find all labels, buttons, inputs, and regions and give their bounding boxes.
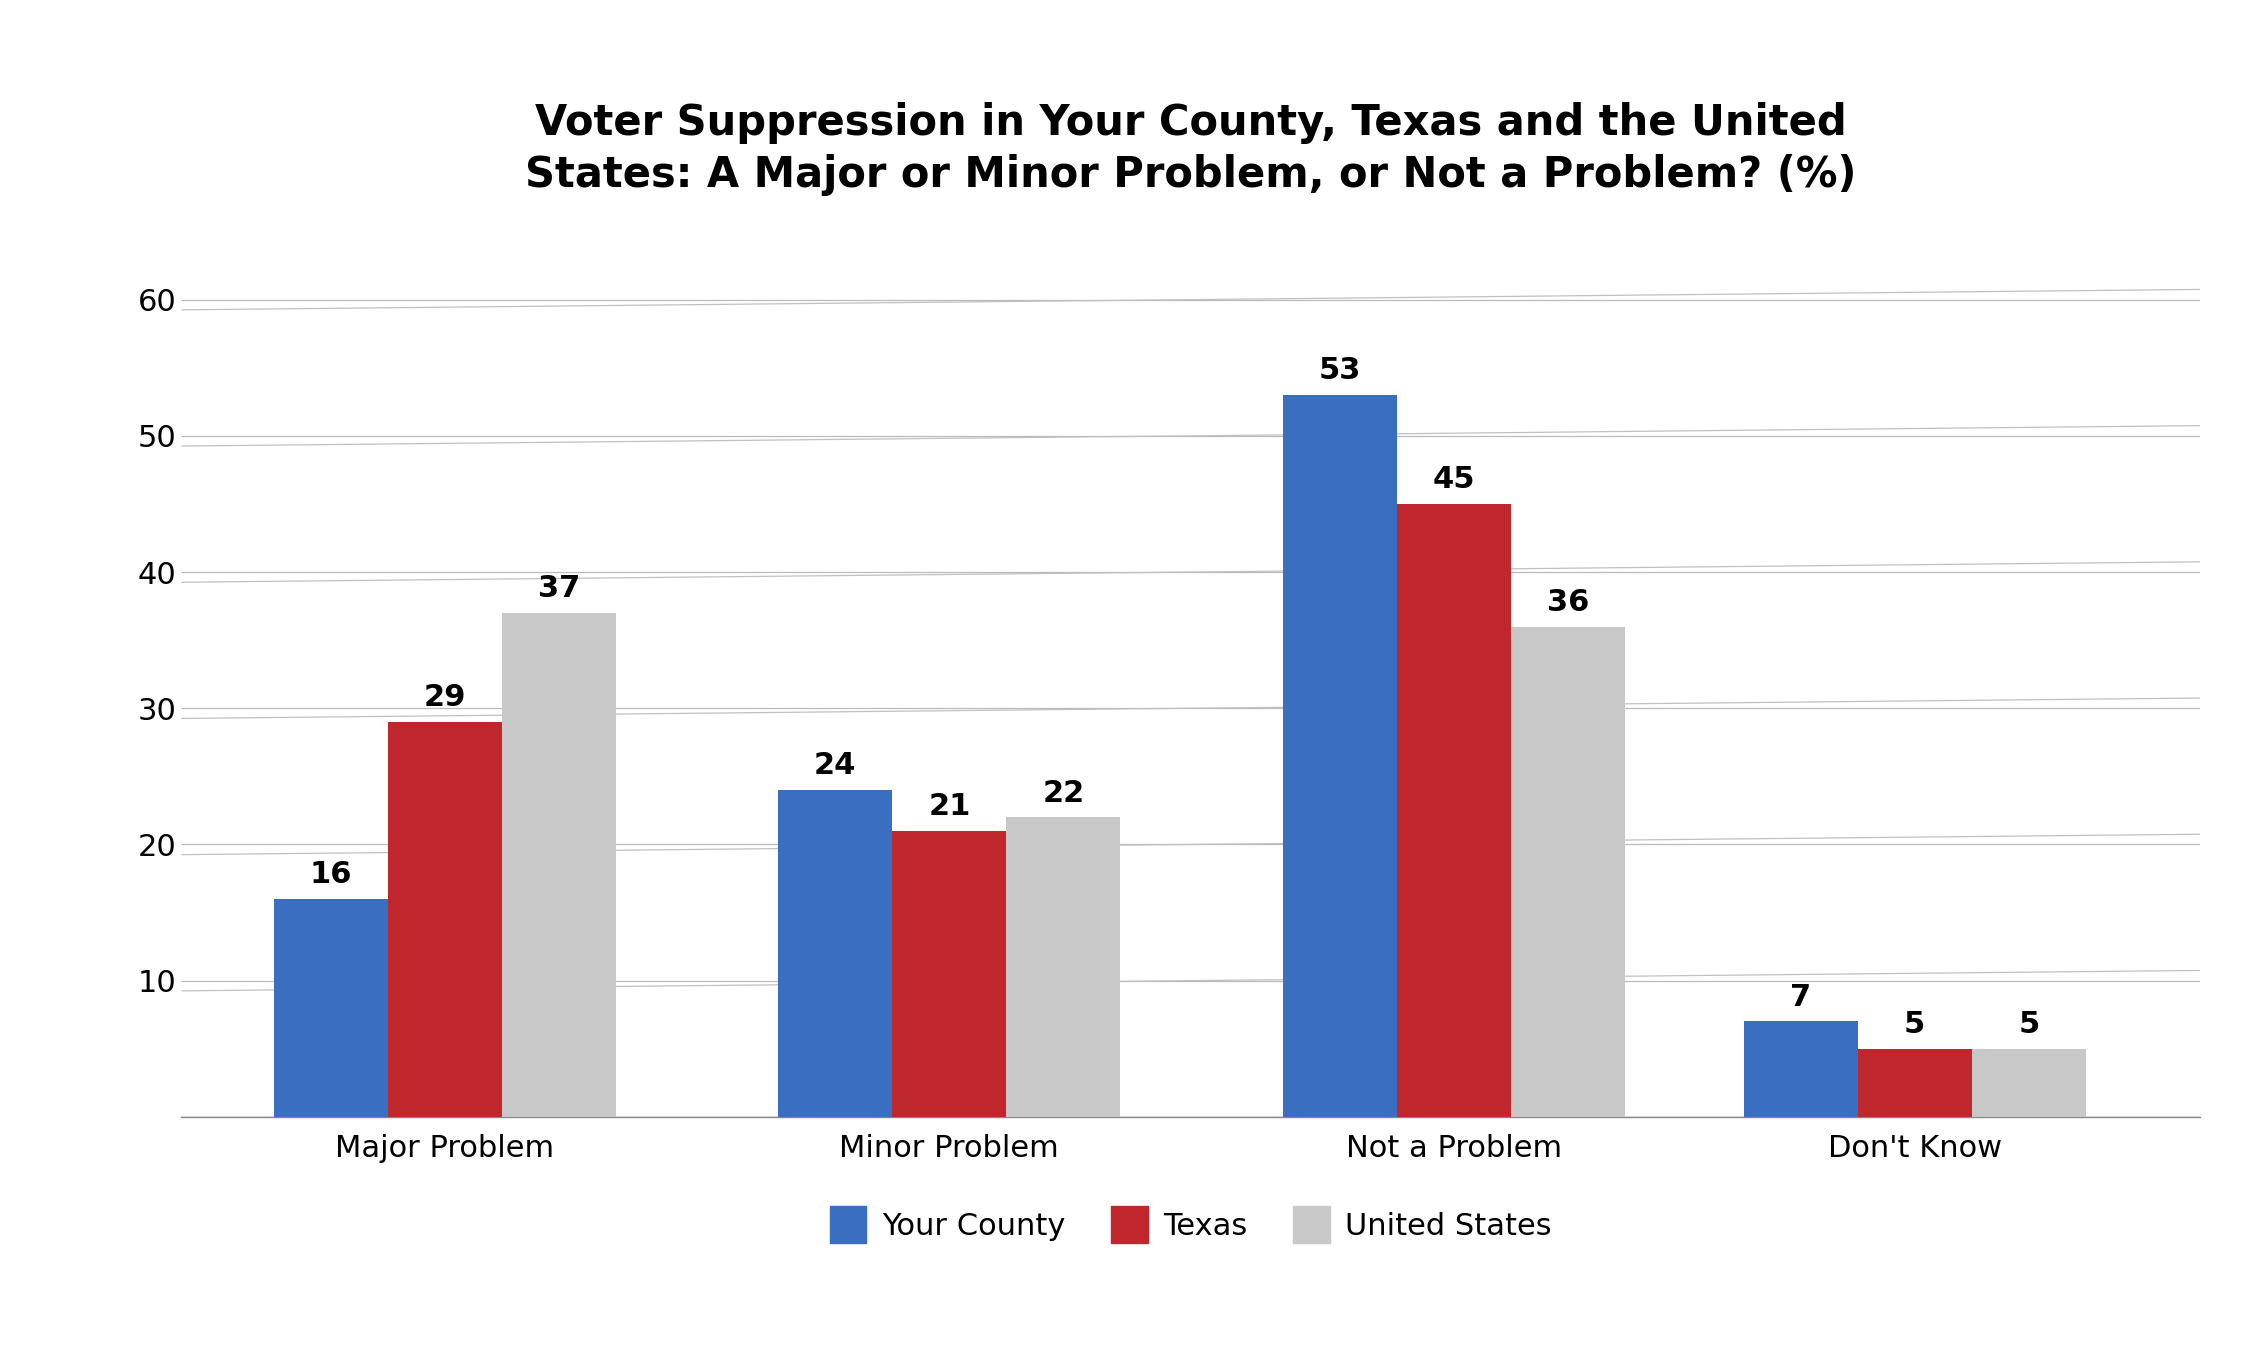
Bar: [388, 722, 501, 1117]
Text: 29: 29: [424, 684, 465, 712]
Legend: Your County, Texas, United States: Your County, Texas, United States: [830, 1205, 1551, 1244]
Bar: [501, 613, 617, 1117]
Bar: [1284, 395, 1397, 1117]
Bar: [1857, 1049, 1971, 1117]
Text: 21: 21: [928, 793, 971, 821]
Text: 22: 22: [1043, 779, 1084, 808]
Title: Voter Suppression in Your County, Texas and the United
States: A Major or Minor : Voter Suppression in Your County, Texas …: [524, 102, 1857, 196]
Text: 45: 45: [1433, 466, 1474, 494]
Text: 53: 53: [1318, 357, 1361, 385]
Bar: [1744, 1022, 1857, 1117]
Bar: [891, 831, 1007, 1117]
Text: 36: 36: [1547, 588, 1590, 617]
Bar: [274, 899, 388, 1117]
Bar: [1007, 817, 1120, 1117]
Bar: [1971, 1049, 2087, 1117]
Text: 37: 37: [538, 575, 581, 603]
Bar: [778, 790, 891, 1117]
Bar: [1397, 504, 1510, 1117]
Text: 5: 5: [2019, 1011, 2039, 1039]
Bar: [1510, 627, 1626, 1117]
Text: 24: 24: [814, 752, 857, 780]
Text: 5: 5: [1905, 1011, 1926, 1039]
Text: 7: 7: [1789, 983, 1812, 1012]
Text: 16: 16: [308, 861, 352, 889]
